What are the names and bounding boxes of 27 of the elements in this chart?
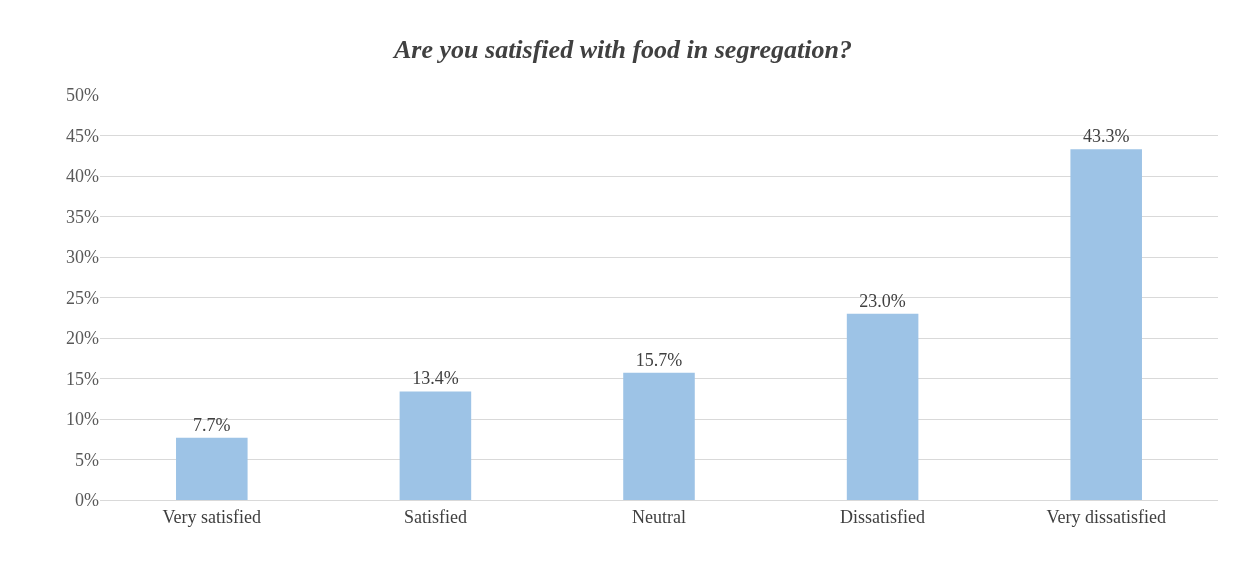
- y-tick-label: 0%: [75, 490, 99, 511]
- x-tick-label: Dissatisfied: [840, 506, 926, 527]
- bar: [1070, 149, 1142, 500]
- data-label: 13.4%: [412, 368, 459, 389]
- y-tick-label: 20%: [66, 328, 99, 349]
- data-label: 43.3%: [1082, 126, 1130, 147]
- data-label: 23.0%: [859, 290, 906, 311]
- x-tick-label: Very dissatisfied: [1046, 506, 1166, 527]
- y-tick-label: 10%: [66, 409, 99, 430]
- y-tick-label: 25%: [66, 287, 99, 308]
- bar: [176, 437, 248, 500]
- data-label: 7.7%: [193, 414, 231, 435]
- y-tick-label: 45%: [66, 125, 99, 146]
- bar: [399, 391, 472, 500]
- y-tick-label: 50%: [66, 85, 99, 106]
- y-tick-label: 40%: [66, 166, 99, 187]
- x-tick-label: Neutral: [632, 506, 686, 527]
- y-tick-label: 30%: [66, 247, 99, 268]
- chart-title: Are you satisfied with food in segregation?: [392, 35, 852, 65]
- y-tick-label: 5%: [75, 449, 99, 470]
- data-label: 15.7%: [635, 349, 683, 370]
- y-tick-label: 35%: [66, 206, 99, 227]
- x-tick-label: Satisfied: [403, 506, 467, 527]
- x-tick-label: Very satisfied: [162, 506, 262, 527]
- bar: [623, 372, 695, 500]
- bar: [846, 313, 919, 500]
- y-tick-label: 15%: [66, 368, 99, 389]
